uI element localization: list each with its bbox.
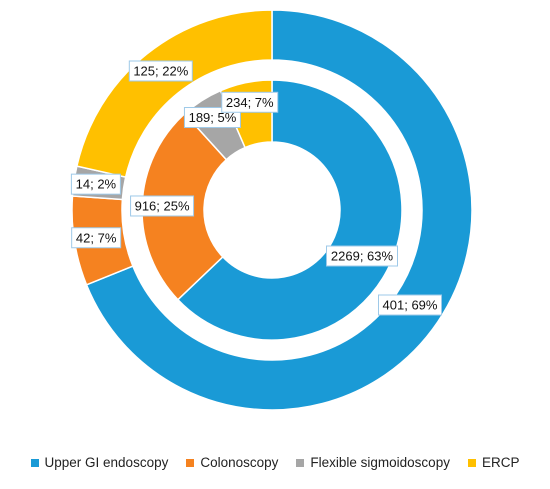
outer-data-label-text-ercp: 125; 22% [133, 64, 188, 79]
chart-legend: Upper GI endoscopy Colonoscopy Flexible … [0, 455, 550, 470]
outer-data-label-text-flexible-sigmoidoscopy: 14; 2% [76, 177, 117, 192]
inner-ring-slice-upper-gi-endoscopy [176, 79, 403, 341]
legend-item-upper-gi-endoscopy: Upper GI endoscopy [30, 455, 169, 470]
legend-item-ercp: ERCP [467, 455, 520, 470]
inner-data-label-text-ercp: 234; 7% [226, 95, 274, 110]
inner-data-label-colonoscopy: 916; 25% [130, 195, 195, 217]
outer-data-label-flexible-sigmoidoscopy: 14; 2% [70, 173, 121, 195]
legend-swatch-upper-gi-endoscopy [30, 458, 39, 467]
inner-data-label-box-colonoscopy [130, 195, 195, 217]
legend-label-ercp: ERCP [481, 455, 520, 470]
outer-data-label-text-colonoscopy: 42; 7% [76, 230, 117, 245]
legend-label-colonoscopy: Colonoscopy [200, 455, 279, 470]
inner-data-label-text-flexible-sigmoidoscopy: 189; 5% [189, 110, 237, 125]
outer-data-label-text-upper-gi-endoscopy: 401; 69% [383, 298, 438, 313]
outer-data-label-ercp: 125; 22% [128, 60, 193, 82]
legend-label-upper-gi-endoscopy: Upper GI endoscopy [44, 455, 169, 470]
inner-data-label-box-upper-gi-endoscopy [326, 245, 398, 267]
outer-data-label-box-ercp [128, 60, 193, 82]
legend-swatch-colonoscopy [186, 458, 195, 467]
legend-swatch-flexible-sigmoidoscopy [296, 458, 305, 467]
outer-data-label-box-flexible-sigmoidoscopy [70, 173, 121, 195]
legend-item-flexible-sigmoidoscopy: Flexible sigmoidoscopy [296, 455, 450, 470]
legend-swatch-ercp [467, 458, 476, 467]
inner-data-label-upper-gi-endoscopy: 2269; 63% [326, 245, 398, 267]
outer-ring-slice-upper-gi-endoscopy [85, 9, 473, 411]
legend-item-colonoscopy: Colonoscopy [186, 455, 278, 470]
outer-data-label-upper-gi-endoscopy: 401; 69% [378, 294, 442, 316]
legend-label-flexible-sigmoidoscopy: Flexible sigmoidoscopy [310, 455, 450, 470]
outer-data-label-box-upper-gi-endoscopy [378, 294, 442, 316]
outer-data-label-colonoscopy: 42; 7% [71, 227, 122, 249]
inner-data-label-text-colonoscopy: 916; 25% [135, 198, 190, 213]
outer-ring-slice-ercp [75, 9, 273, 178]
inner-data-label-ercp: 234; 7% [221, 91, 279, 113]
outer-data-label-box-colonoscopy [71, 227, 122, 249]
inner-data-label-box-ercp [221, 91, 279, 113]
inner-data-label-text-upper-gi-endoscopy: 2269; 63% [331, 249, 394, 264]
